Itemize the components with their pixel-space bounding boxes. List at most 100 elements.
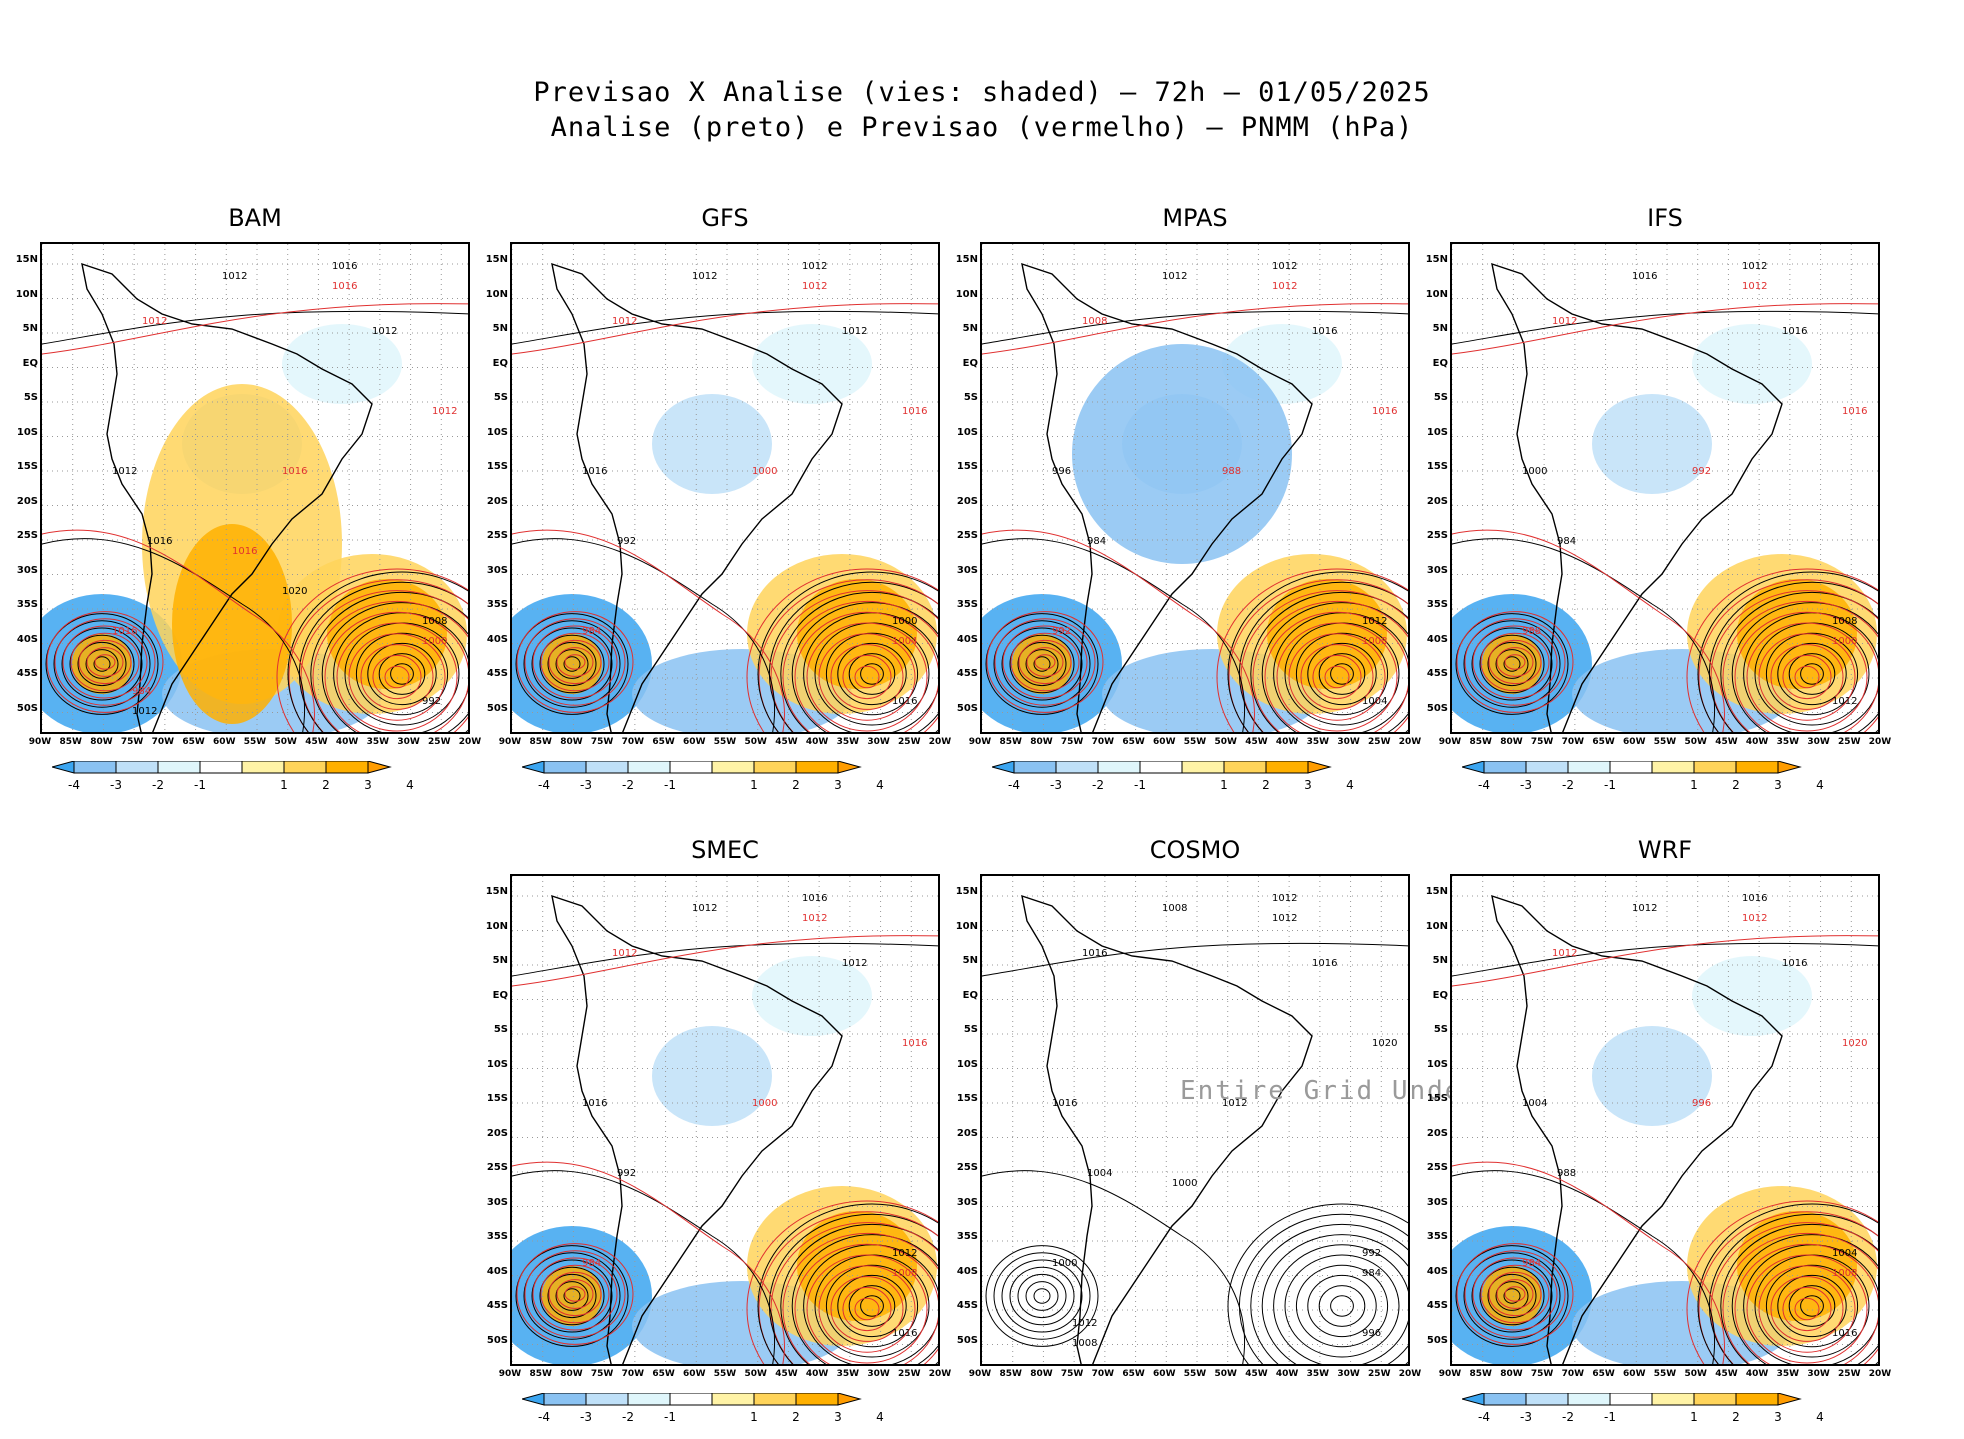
colorbar-tick-label: -4	[538, 778, 550, 792]
lon-label: 45W	[1245, 1369, 1268, 1379]
map-canvas: 1012 1012 1016 1012 1016 1016 1000 992 984 988 100…	[1452, 244, 1878, 732]
colorbar-tick-label: 3	[364, 778, 372, 792]
contour-label: 1004	[1522, 1098, 1547, 1109]
contour-label: 1020	[282, 586, 307, 597]
lon-label: 25W	[1368, 737, 1391, 747]
panel-title-cosmo: COSMO	[1149, 836, 1241, 864]
lon-label: 55W	[1183, 737, 1207, 747]
lon-label: 50W	[274, 737, 297, 747]
contour-label: 1012	[802, 913, 827, 924]
contour-label: 1004	[892, 636, 917, 647]
lat-label: 45S	[956, 668, 978, 679]
lon-label: 60W	[1153, 1369, 1176, 1379]
colorbar-tick-label: 4	[1346, 778, 1354, 792]
contour-label: 984	[582, 1258, 601, 1269]
lon-label: 85W	[529, 1369, 552, 1379]
lat-label: 15N	[15, 254, 38, 265]
colorbar-tick-label: -2	[1562, 778, 1574, 792]
lon-label: 40W	[1275, 737, 1299, 747]
lat-label: 10S	[486, 426, 508, 438]
bias-shading	[542, 634, 602, 694]
bias-shading	[752, 956, 872, 1036]
lon-label: 80W	[90, 737, 113, 747]
lat-label: 5S	[493, 392, 508, 403]
contour-label: 1012	[1552, 948, 1577, 959]
colorbar-tick-label: 1	[750, 1410, 758, 1424]
map-panel-cosmo: 1012 1012 1008 1016 1016 1020 1016 1012 1004 1000…	[980, 874, 1410, 1366]
lat-label: 10N	[485, 288, 508, 300]
contour-label: 1012	[132, 706, 157, 717]
colorbar: -4 -3 -2 -1 1 2 3 4	[1460, 1392, 1842, 1435]
lat-label: 45S	[1426, 668, 1448, 679]
colorbar-tick-label: 4	[876, 778, 884, 792]
south-america-outline	[1021, 262, 1313, 732]
contour-label: 1012	[142, 316, 167, 327]
contour-label: 1008	[1832, 616, 1857, 627]
contour-label: 1008	[1832, 1268, 1857, 1279]
south-america-outline	[1491, 262, 1783, 732]
lat-label: 10N	[955, 288, 978, 300]
contour-label: 1008	[422, 616, 447, 627]
contour-label: 992	[1692, 466, 1711, 477]
contour-label: 1000	[752, 1098, 777, 1109]
lat-label: 45S	[16, 668, 38, 679]
contour-label: 1016	[1782, 958, 1807, 969]
contour-label: 1016	[582, 466, 607, 477]
colorbar-tick-label: -1	[1134, 778, 1146, 792]
bias-shading	[797, 579, 917, 689]
colorbar-tick-label: 1	[750, 778, 758, 792]
contour-label: 1016	[1082, 948, 1107, 959]
colorbar-tick-label: 1	[1690, 1410, 1698, 1424]
contour-label: 1008	[1072, 1338, 1097, 1349]
contour-label: 996	[1692, 1098, 1711, 1109]
lon-label: 75W	[1530, 1369, 1554, 1379]
contour-label: 1012	[802, 281, 827, 292]
lon-label: 55W	[713, 737, 737, 747]
colorbar-tick-label: -2	[1562, 1410, 1574, 1424]
lat-label: 50S	[486, 702, 508, 714]
lat-label: 50S	[956, 702, 978, 714]
contour-label: 992	[422, 696, 441, 707]
bias-shading	[72, 634, 132, 694]
lon-label: 75W	[590, 737, 614, 747]
lat-label: EQ	[962, 989, 978, 1001]
colorbar-tick-label: 2	[1732, 778, 1740, 792]
contour-label: 1000	[1052, 1258, 1077, 1269]
contour-label: 1000	[892, 616, 917, 627]
contour-label: 1012	[1072, 1318, 1097, 1329]
lat-label: 50S	[486, 1334, 508, 1346]
lon-label: 30W	[1337, 737, 1360, 747]
lon-label: 85W	[1469, 1369, 1492, 1379]
lat-label: 10S	[1426, 1058, 1448, 1070]
colorbar: -4 -3 -2 -1 1 2 3 4	[520, 1392, 902, 1435]
lat-label: 15S	[16, 461, 38, 472]
lat-label: EQ	[1432, 357, 1448, 369]
contour-label: 1012	[1742, 261, 1767, 272]
contour-label: 1016	[147, 536, 172, 547]
lon-label: 80W	[1030, 1369, 1053, 1379]
contour-label: 1016	[902, 406, 927, 417]
contour-label: 992	[1362, 1248, 1381, 1259]
contour-label: 996	[1052, 466, 1071, 477]
contour-label: 1000	[1172, 1178, 1197, 1189]
bias-shading	[1592, 394, 1712, 494]
south-america-outline	[81, 262, 373, 732]
lat-label: 25S	[486, 530, 508, 541]
colorbar-tick-label: -1	[194, 778, 206, 792]
map-canvas: 1012 1012 1008 1016 1016 1020 1016 1012 1004 1000…	[982, 876, 1408, 1364]
lat-label: 35S	[486, 1231, 508, 1242]
lon-label: 70W	[621, 737, 645, 747]
lon-label: 20W	[1398, 737, 1422, 747]
lon-label: 30W	[1807, 1369, 1830, 1379]
lat-label: EQ	[22, 357, 38, 369]
colorbar: -4 -3 -2 -1 1 2 3 4	[1460, 760, 1842, 803]
lat-label: 25S	[956, 530, 978, 541]
panel-title-wrf: WRF	[1637, 836, 1693, 864]
colorbar-tick-label: 3	[834, 778, 842, 792]
lat-label: 20S	[1426, 1127, 1448, 1139]
contour-label: 1016	[1842, 406, 1867, 417]
map-panel-wrf: 1016 1012 1012 1012 1016 1020 1004 996 988 984 100…	[1450, 874, 1880, 1366]
lat-label: 30S	[1426, 1196, 1448, 1208]
contour-label: 1016	[1742, 893, 1767, 904]
contour-label: 1008	[1362, 636, 1387, 647]
